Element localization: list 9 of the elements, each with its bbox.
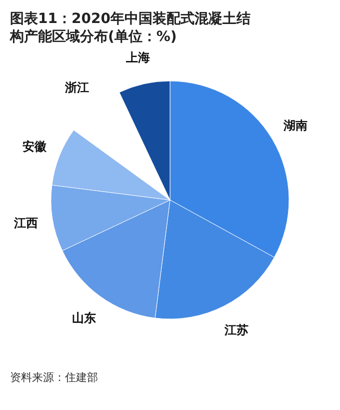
- text: 资料来源：住建部: [10, 370, 98, 385]
- chart-title: 图表11：2020年中国装配式混凝土结构产能区域分布(单位：%): [9, 11, 250, 45]
- slice-label: 安徽: [22, 139, 48, 154]
- slice-label: 上海: [125, 50, 150, 65]
- slice-label: 山东: [72, 311, 96, 326]
- slice-label: 江苏: [223, 323, 248, 338]
- slice-label: 浙江: [64, 80, 89, 95]
- slice-label: 江西: [12, 216, 38, 230]
- slice-label: 湖南: [282, 118, 308, 133]
